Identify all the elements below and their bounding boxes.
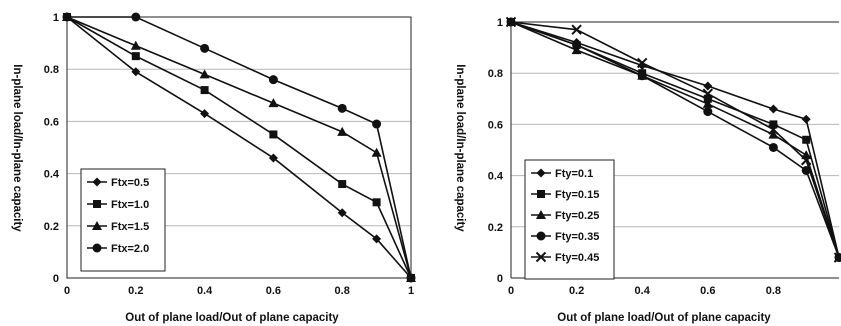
data-point-s4-p5 xyxy=(800,155,812,166)
legend-entry: Fty=0.15 xyxy=(555,189,599,201)
y-tick-label: 0.6 xyxy=(44,116,59,128)
legend-entry: Fty=0.45 xyxy=(555,252,599,264)
legend-entry: Fty=0.1 xyxy=(555,168,593,180)
data-point-s4-p0 xyxy=(505,16,517,28)
data-point-s3-p5 xyxy=(372,119,382,129)
data-point-s0-p1 xyxy=(131,67,141,77)
y-axis-label: In-plane load/In-plane capacity xyxy=(11,64,23,232)
y-tick-label: 0.4 xyxy=(488,171,504,183)
y-tick-label: 0.8 xyxy=(488,68,503,80)
data-point-s2-p4 xyxy=(768,129,779,139)
data-point-s0-p4 xyxy=(337,208,347,218)
legend-marker xyxy=(92,243,102,253)
data-point-s2-p3 xyxy=(268,98,279,108)
y-tick-label: 0.8 xyxy=(44,64,59,76)
y-tick-label: 0.2 xyxy=(488,222,503,234)
y-tick-label: 0.4 xyxy=(44,169,60,181)
series-group xyxy=(62,12,416,283)
data-point-s0-p3 xyxy=(268,153,278,163)
data-point-s3-p0 xyxy=(62,12,72,22)
legend: Ftx=0.5 Ftx=1.0 Ftx=1.5 Ftx=2.0 xyxy=(80,168,166,272)
x-tick-label: 0 xyxy=(64,285,70,297)
legend-marker xyxy=(93,200,101,208)
data-point-s1-p4 xyxy=(338,180,347,189)
legend-marker xyxy=(537,190,545,198)
legend-marker xyxy=(536,210,546,219)
data-point-s0-p5 xyxy=(801,114,811,124)
legend-marker xyxy=(92,177,102,187)
legend-entry: Ftx=2.0 xyxy=(111,243,149,255)
data-point-s4-p2 xyxy=(636,57,648,69)
data-point-s1-p3 xyxy=(703,94,712,103)
data-point-s0-p2 xyxy=(200,109,210,119)
y-tick-label: 0.6 xyxy=(488,119,503,131)
legend-marker xyxy=(536,168,546,178)
data-point-s3-p6 xyxy=(406,273,416,283)
x-tick-label: 0.8 xyxy=(335,285,350,297)
y-tick-label: 0 xyxy=(53,273,59,285)
legend-entry: Ftx=1.0 xyxy=(111,199,149,211)
legend-box xyxy=(80,168,166,272)
x-tick-label: 0.6 xyxy=(266,285,281,297)
data-point-s0-p5 xyxy=(372,234,382,244)
series-group xyxy=(505,16,841,263)
y-tick-label: 1 xyxy=(497,17,503,29)
data-point-s3-p3 xyxy=(703,107,713,117)
legend-marker xyxy=(536,231,546,241)
x-axis-label: Out of plane load/Out of plane capacity xyxy=(125,312,339,324)
data-point-s1-p2 xyxy=(200,86,209,95)
data-point-s0-p3 xyxy=(703,81,713,91)
data-point-s3-p1 xyxy=(131,12,141,22)
chart-left: 0 0.2 0.4 0.6 0.8 1 0 0.2 0.4 0.6 0.8 1 Out of plane… xyxy=(11,12,416,324)
x-tick-label: 0.4 xyxy=(197,285,213,297)
data-point-s2-p2 xyxy=(199,69,210,79)
y-tick-label: 0.2 xyxy=(44,221,59,233)
data-point-s3-p4 xyxy=(337,103,347,113)
data-point-s4-p4 xyxy=(768,124,779,135)
x-tick-label: 0.4 xyxy=(635,285,651,297)
x-tick-label: 0.8 xyxy=(766,285,781,297)
data-point-s2-p4 xyxy=(337,126,348,136)
data-point-s4-p1 xyxy=(571,24,582,35)
data-point-s2-p1 xyxy=(130,40,141,50)
legend-entry: Ftx=1.5 xyxy=(111,221,149,233)
chart-right: 0 0.2 0.4 0.6 0.8 1 0 0.2 0.4 0.6 0.8 Out of plane … xyxy=(454,16,841,324)
data-point-s0-p4 xyxy=(768,104,778,114)
data-point-s1-p5 xyxy=(802,135,811,144)
data-point-s2-p1 xyxy=(571,45,582,55)
legend: Fty=0.1 Fty=0.15 Fty=0.25 Fty=0.35 Fty=0.45 xyxy=(524,159,615,280)
data-point-s3-p3 xyxy=(268,75,278,85)
legend-marker xyxy=(535,251,547,263)
legend-entry: Fty=0.25 xyxy=(555,210,599,222)
x-axis-label: Out of plane load/Out of plane capacity xyxy=(557,312,771,324)
data-point-s4-p3 xyxy=(702,88,714,99)
data-point-s3-p2 xyxy=(637,71,647,81)
y-tick-label: 1 xyxy=(53,12,59,24)
y-axis-label: In-plane load/In-plane capacity xyxy=(454,64,466,232)
data-point-s3-p2 xyxy=(200,43,210,53)
data-point-s1-p5 xyxy=(372,198,381,207)
data-point-s2-p3 xyxy=(702,98,713,108)
y-tick-label: 0 xyxy=(497,273,503,285)
plot-frame xyxy=(66,16,412,279)
legend-marker xyxy=(92,221,102,230)
x-tick-label: 0.2 xyxy=(569,285,584,297)
x-tick-label: 0.6 xyxy=(700,285,715,297)
x-tick-label: 0.2 xyxy=(128,285,143,297)
data-point-s4-p6 xyxy=(833,252,841,263)
data-point-s3-p1 xyxy=(572,40,582,50)
legend-entry: Fty=0.35 xyxy=(555,231,599,243)
data-point-s1-p1 xyxy=(131,52,140,61)
data-point-s1-p3 xyxy=(269,130,278,139)
x-tick-label: 0 xyxy=(508,285,514,297)
x-tick-label: 1 xyxy=(408,285,414,297)
data-point-s2-p5 xyxy=(371,147,382,157)
data-point-s1-p4 xyxy=(769,120,778,129)
legend-entry: Ftx=0.5 xyxy=(111,177,149,189)
data-point-s3-p4 xyxy=(768,142,778,152)
